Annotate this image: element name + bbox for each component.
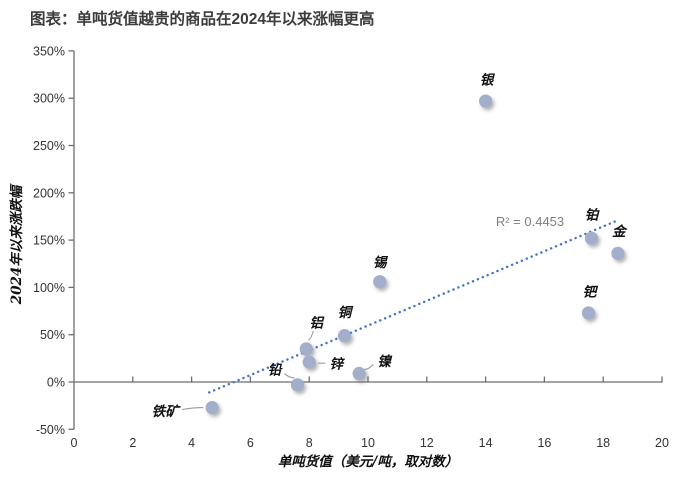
x-tick-label: 20: [655, 436, 669, 450]
x-tick-label: 4: [188, 436, 195, 450]
y-tick-label: 100%: [33, 281, 65, 295]
point-labels: 铁矿 铅 铝锌 铜镍 锡 银钯 铂金: [152, 73, 628, 421]
data-point: [337, 329, 352, 343]
point-label: 锌: [329, 357, 345, 373]
leader-line: [364, 364, 374, 371]
data-point: [479, 94, 493, 108]
y-tick-label: 350%: [33, 44, 65, 58]
point-label: 铁矿: [152, 404, 181, 420]
point-label: 银: [480, 73, 496, 89]
data-points: [205, 94, 625, 415]
data-point: [299, 342, 313, 356]
chart-title: 图表：单吨货值越贵的商品在2024年以来涨幅更高: [30, 11, 375, 28]
x-tick-label: 12: [420, 436, 434, 450]
y-axis-title: 2024年以来涨跌幅: [9, 183, 25, 305]
x-tick-label: 0: [71, 436, 78, 450]
leader-line: [284, 373, 295, 379]
data-point: [611, 246, 625, 260]
x-tick-label: 10: [361, 436, 375, 450]
data-point: [584, 231, 599, 245]
point-label: 铝: [310, 315, 326, 331]
x-axis-title: 单吨货值（美元/吨，取对数）: [278, 454, 458, 470]
y-tick-label: 300%: [33, 92, 65, 106]
point-label: 铅: [268, 362, 283, 378]
data-point: [290, 378, 305, 392]
x-tick-label: 18: [596, 436, 610, 450]
x-tick-label: 6: [247, 436, 254, 450]
point-label: 钯: [583, 284, 599, 300]
y-tick-label: 50%: [40, 328, 65, 342]
y-tick-label: 150%: [33, 234, 65, 248]
leader-line: [308, 330, 314, 341]
x-tick-label: 8: [306, 436, 313, 450]
data-point: [373, 275, 387, 289]
y-tick-label: 200%: [33, 186, 65, 200]
data-point: [205, 400, 219, 415]
point-label: 金: [612, 224, 628, 240]
r2-annotation: R² = 0.4453: [496, 214, 564, 229]
trend-line: [208, 219, 620, 394]
trendline: [208, 219, 620, 394]
x-tick-label: 16: [537, 436, 551, 450]
data-point: [352, 366, 366, 381]
x-tick-label: 14: [479, 436, 493, 450]
point-label: 镍: [377, 354, 392, 370]
point-label: 锡: [373, 255, 389, 271]
y-tick-label: 0%: [47, 376, 65, 390]
data-point: [302, 355, 316, 369]
axes: -50% 0% 50% 100% 150% 200% 250% 300% 350% 0 2 4 6 8 10…: [33, 44, 669, 450]
y-tick-label: -50%: [36, 423, 65, 437]
y-tick-label: 250%: [33, 139, 65, 153]
point-label: 铜: [338, 305, 354, 321]
point-label: 铂: [585, 208, 600, 224]
data-point: [581, 306, 596, 320]
leader-lines: [182, 330, 374, 411]
leader-line: [182, 406, 204, 411]
x-tick-label: 2: [129, 436, 136, 450]
